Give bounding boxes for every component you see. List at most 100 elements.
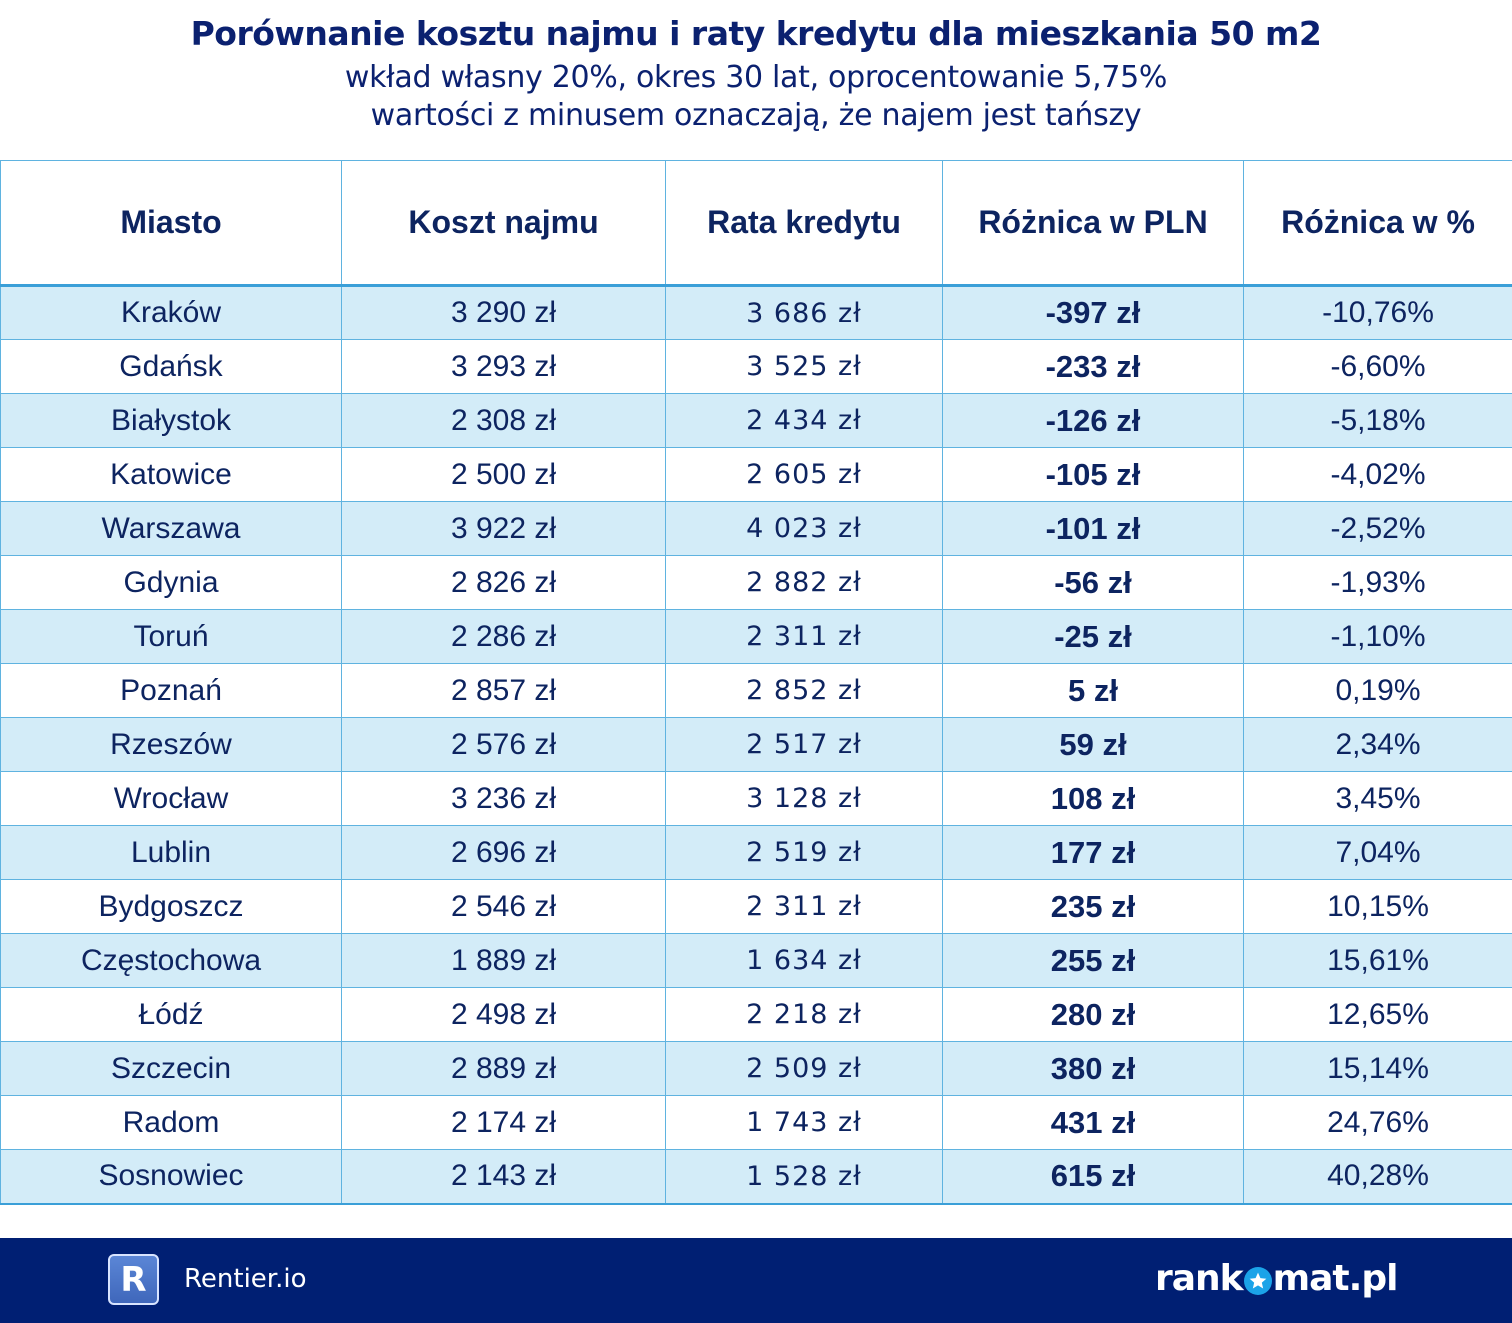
cell-rent: 2 576 zł xyxy=(341,717,666,772)
cell-loan: 2 434 zł xyxy=(665,393,943,448)
cell-city: Gdynia xyxy=(0,555,342,610)
rankomat-prefix: rank xyxy=(1155,1257,1244,1299)
cell-diff-pct: -1,93% xyxy=(1243,555,1512,610)
cell-loan: 4 023 zł xyxy=(665,501,943,556)
table-row: Gdańsk 3 293 zł 3 525 zł -233 zł -6,60% xyxy=(0,339,1512,394)
cell-rent: 2 546 zł xyxy=(341,879,666,934)
cell-city: Warszawa xyxy=(0,501,342,556)
table-row: Lublin 2 696 zł 2 519 zł 177 zł 7,04% xyxy=(0,825,1512,880)
cell-rent: 2 889 zł xyxy=(341,1041,666,1096)
cell-diff-pln: 280 zł xyxy=(942,987,1244,1042)
cell-city: Radom xyxy=(0,1095,342,1150)
table-row: Łódź 2 498 zł 2 218 zł 280 zł 12,65% xyxy=(0,987,1512,1042)
cell-diff-pct: -5,18% xyxy=(1243,393,1512,448)
header: Porównanie kosztu najmu i raty kredytu d… xyxy=(0,0,1512,160)
cell-city: Wrocław xyxy=(0,771,342,826)
cell-diff-pln: -105 zł xyxy=(942,447,1244,502)
table-row: Katowice 2 500 zł 2 605 zł -105 zł -4,02% xyxy=(0,447,1512,502)
cell-city: Gdańsk xyxy=(0,339,342,394)
cell-rent: 2 286 zł xyxy=(341,609,666,664)
cell-loan: 2 517 zł xyxy=(665,717,943,772)
cell-rent: 3 236 zł xyxy=(341,771,666,826)
column-header-rent: Koszt najmu xyxy=(341,160,666,287)
comparison-table: Miasto Koszt najmu Rata kredytu Różnica … xyxy=(0,160,1512,1205)
cell-rent: 2 498 zł xyxy=(341,987,666,1042)
cell-diff-pct: 40,28% xyxy=(1243,1149,1512,1205)
cell-loan: 2 605 zł xyxy=(665,447,943,502)
cell-loan: 2 519 zł xyxy=(665,825,943,880)
cell-rent: 2 696 zł xyxy=(341,825,666,880)
cell-diff-pln: 59 zł xyxy=(942,717,1244,772)
cell-diff-pln: -126 zł xyxy=(942,393,1244,448)
cell-rent: 2 308 zł xyxy=(341,393,666,448)
cell-city: Lublin xyxy=(0,825,342,880)
cell-city: Katowice xyxy=(0,447,342,502)
column-header-loan: Rata kredytu xyxy=(665,160,943,287)
cell-loan: 2 852 zł xyxy=(665,663,943,718)
cell-loan: 1 634 zł xyxy=(665,933,943,988)
cell-city: Bydgoszcz xyxy=(0,879,342,934)
table-row: Toruń 2 286 zł 2 311 zł -25 zł -1,10% xyxy=(0,609,1512,664)
cell-rent: 2 500 zł xyxy=(341,447,666,502)
cell-city: Poznań xyxy=(0,663,342,718)
cell-diff-pct: -4,02% xyxy=(1243,447,1512,502)
cell-city: Sosnowiec xyxy=(0,1149,342,1205)
cell-loan: 1 528 zł xyxy=(665,1149,943,1205)
cell-city: Białystok xyxy=(0,393,342,448)
cell-rent: 3 922 zł xyxy=(341,501,666,556)
subtitle-note: wartości z minusem oznaczają, że najem j… xyxy=(370,98,1142,133)
cell-diff-pct: 15,14% xyxy=(1243,1041,1512,1096)
table-row: Kraków 3 290 zł 3 686 zł -397 zł -10,76% xyxy=(0,285,1512,340)
cell-diff-pct: 2,34% xyxy=(1243,717,1512,772)
cell-loan: 2 311 zł xyxy=(665,609,943,664)
cell-rent: 2 826 zł xyxy=(341,555,666,610)
cell-loan: 2 509 zł xyxy=(665,1041,943,1096)
cell-diff-pln: -233 zł xyxy=(942,339,1244,394)
table-header-row: Miasto Koszt najmu Rata kredytu Różnica … xyxy=(0,160,1512,287)
cell-loan: 3 525 zł xyxy=(665,339,943,394)
cell-diff-pln: 615 zł xyxy=(942,1149,1244,1205)
subtitle-assumptions: wkład własny 20%, okres 30 lat, oprocent… xyxy=(344,60,1168,95)
cell-loan: 2 218 zł xyxy=(665,987,943,1042)
cell-diff-pln: 177 zł xyxy=(942,825,1244,880)
column-header-diff-pct: Różnica w % xyxy=(1243,160,1512,287)
column-header-diff-pln: Różnica w PLN xyxy=(942,160,1244,287)
table-row: Warszawa 3 922 zł 4 023 zł -101 zł -2,52% xyxy=(0,501,1512,556)
table-row: Białystok 2 308 zł 2 434 zł -126 zł -5,18% xyxy=(0,393,1512,448)
rankomat-logo: rank mat.pl xyxy=(1155,1256,1399,1300)
cell-city: Częstochowa xyxy=(0,933,342,988)
rentier-logo-icon: R xyxy=(108,1254,159,1305)
cell-diff-pct: 15,61% xyxy=(1243,933,1512,988)
cell-diff-pct: 24,76% xyxy=(1243,1095,1512,1150)
cell-diff-pln: 255 zł xyxy=(942,933,1244,988)
cell-loan: 2 882 zł xyxy=(665,555,943,610)
cell-city: Toruń xyxy=(0,609,342,664)
page-title: Porównanie kosztu najmu i raty kredytu d… xyxy=(190,14,1322,53)
cell-diff-pct: 12,65% xyxy=(1243,987,1512,1042)
table-row: Radom 2 174 zł 1 743 zł 431 zł 24,76% xyxy=(0,1095,1512,1150)
column-header-city: Miasto xyxy=(0,160,342,287)
cell-diff-pln: -25 zł xyxy=(942,609,1244,664)
cell-diff-pct: 0,19% xyxy=(1243,663,1512,718)
table-row: Gdynia 2 826 zł 2 882 zł -56 zł -1,93% xyxy=(0,555,1512,610)
table-row: Poznań 2 857 zł 2 852 zł 5 zł 0,19% xyxy=(0,663,1512,718)
table-row: Rzeszów 2 576 zł 2 517 zł 59 zł 2,34% xyxy=(0,717,1512,772)
cell-city: Szczecin xyxy=(0,1041,342,1096)
cell-city: Kraków xyxy=(0,285,342,340)
table-row: Szczecin 2 889 zł 2 509 zł 380 zł 15,14% xyxy=(0,1041,1512,1096)
cell-diff-pct: 3,45% xyxy=(1243,771,1512,826)
cell-diff-pln: 380 zł xyxy=(942,1041,1244,1096)
cell-city: Łódź xyxy=(0,987,342,1042)
rankomat-suffix: mat.pl xyxy=(1272,1257,1399,1299)
cell-diff-pct: -6,60% xyxy=(1243,339,1512,394)
cell-city: Rzeszów xyxy=(0,717,342,772)
cell-diff-pct: -2,52% xyxy=(1243,501,1512,556)
cell-diff-pln: 5 zł xyxy=(942,663,1244,718)
table-row: Bydgoszcz 2 546 zł 2 311 zł 235 zł 10,15% xyxy=(0,879,1512,934)
cell-diff-pct: -10,76% xyxy=(1243,285,1512,340)
cell-loan: 2 311 zł xyxy=(665,879,943,934)
cell-loan: 1 743 zł xyxy=(665,1095,943,1150)
table-row: Wrocław 3 236 zł 3 128 zł 108 zł 3,45% xyxy=(0,771,1512,826)
cell-rent: 3 290 zł xyxy=(341,285,666,340)
cell-diff-pln: -397 zł xyxy=(942,285,1244,340)
